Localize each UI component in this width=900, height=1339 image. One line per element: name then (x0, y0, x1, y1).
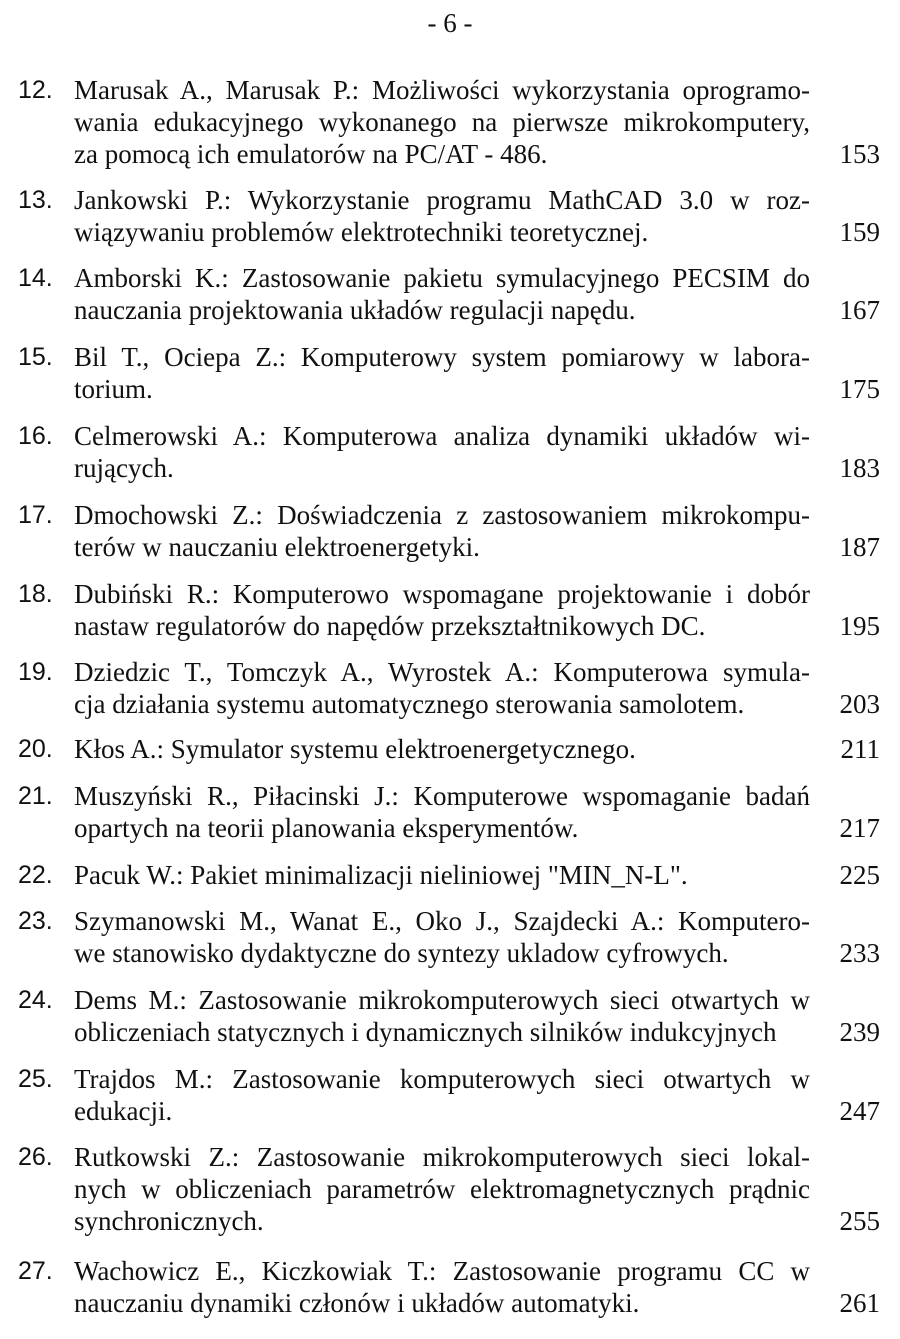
entry-title: Jankowski P.: Wykorzystanie programu Mat… (74, 184, 810, 248)
entry-title: Dmochowski Z.: Doświadczenia z zastosowa… (74, 499, 810, 563)
entry-number: 17. (18, 501, 53, 529)
entry-page: 239 (839, 1017, 881, 1047)
entry-page: 203 (839, 689, 881, 719)
entry-page: 211 (840, 734, 881, 764)
entry-number: 26. (18, 1143, 53, 1171)
entry-title-line: wania edukacyjnego wykonanego na pierwsz… (74, 107, 810, 137)
entry-title: Szymanowski M., Wanat E., Oko J., Szajde… (74, 905, 810, 969)
entry-page: 255 (839, 1206, 881, 1236)
entry-title: Bil T., Ociepa Z.: Komputerowy system po… (74, 341, 810, 405)
entry-page: 153 (839, 139, 881, 169)
entry-title: Kłos A.: Symulator systemu elektroenerge… (74, 733, 810, 765)
entry-title-line: terów w nauczaniu elektroenergetyki. (74, 532, 480, 562)
entry-title-line: synchronicznych. (74, 1206, 264, 1236)
entry-page: 195 (839, 611, 881, 641)
entry-title-line: Kłos A.: Symulator systemu elektroenerge… (74, 734, 636, 764)
entry-title-line: Marusak A., Marusak P.: Możliwości wykor… (74, 75, 810, 105)
entry-title: Pacuk W.: Pakiet minimalizacji nieliniow… (74, 859, 810, 891)
entry-title-line: Rutkowski Z.: Zastosowanie mikrokomputer… (74, 1142, 810, 1172)
entry-title: Trajdos M.: Zastosowanie komputerowych s… (74, 1063, 810, 1127)
entry-title-line: za pomocą ich emulatorów na PC/AT - 486. (74, 139, 548, 169)
entry-title-line: wiązywaniu problemów elektrotechniki teo… (74, 217, 649, 247)
entry-page: 183 (839, 453, 881, 483)
entry-title-line: Szymanowski M., Wanat E., Oko J., Szajde… (74, 906, 810, 936)
entry-title: Muszyński R., Piłacinski J.: Komputerowe… (74, 780, 810, 844)
entry-page: 175 (839, 374, 881, 404)
entry-number: 22. (18, 861, 53, 889)
entry-title-line: Dubiński R.: Komputerowo wspomagane proj… (74, 579, 810, 609)
entry-title-line: nastaw regulatorów do napędów przekształ… (74, 611, 706, 641)
entry-page: 187 (839, 532, 881, 562)
entry-title-line: obliczeniach statycznych i dynamicznych … (74, 1017, 777, 1047)
entry-title-line: Amborski K.: Zastosowanie pakietu symula… (74, 263, 810, 293)
entry-number: 27. (18, 1257, 53, 1285)
entry-title-line: Celmerowski A.: Komputerowa analiza dyna… (74, 421, 810, 451)
entry-page: 225 (839, 860, 881, 890)
entry-title: Dubiński R.: Komputerowo wspomagane proj… (74, 578, 810, 642)
entry-title-line: Dems M.: Zastosowanie mikrokomputerowych… (74, 985, 810, 1015)
entry-number: 18. (18, 580, 53, 608)
entry-page: 247 (839, 1096, 881, 1126)
entry-number: 13. (18, 186, 53, 214)
entry-number: 19. (18, 658, 53, 686)
entry-page: 167 (839, 295, 881, 325)
entry-title-line: Dziedzic T., Tomczyk A., Wyrostek A.: Ko… (74, 657, 810, 687)
entry-title-line: torium. (74, 374, 153, 404)
entry-title-line: rujących. (74, 453, 174, 483)
entry-title-line: Dmochowski Z.: Doświadczenia z zastosowa… (74, 500, 810, 530)
entry-title-line: Jankowski P.: Wykorzystanie programu Mat… (74, 185, 810, 215)
entry-number: 14. (18, 264, 53, 292)
entry-title: Dziedzic T., Tomczyk A., Wyrostek A.: Ko… (74, 656, 810, 720)
entry-title-line: cja działania systemu automatycznego ste… (74, 689, 745, 719)
entry-title-line: edukacji. (74, 1096, 173, 1126)
entry-title: Celmerowski A.: Komputerowa analiza dyna… (74, 420, 810, 484)
entry-number: 20. (18, 735, 53, 763)
entry-title: Amborski K.: Zastosowanie pakietu symula… (74, 262, 810, 326)
entry-title-line: Pacuk W.: Pakiet minimalizacji nieliniow… (74, 860, 688, 890)
entry-page: 233 (839, 938, 881, 968)
entry-title: Wachowicz E., Kiczkowiak T.: Zastosowani… (74, 1255, 810, 1319)
entry-title: Dems M.: Zastosowanie mikrokomputerowych… (74, 984, 810, 1048)
entry-title-line: Wachowicz E., Kiczkowiak T.: Zastosowani… (74, 1256, 810, 1286)
entry-title: Marusak A., Marusak P.: Możliwości wykor… (74, 74, 810, 170)
entry-title-line: we stanowisko dydaktyczne do syntezy ukl… (74, 938, 729, 968)
entry-title-line: Trajdos M.: Zastosowanie komputerowych s… (74, 1064, 810, 1094)
entry-title-line: nauczania projektowania układów regulacj… (74, 295, 636, 325)
entry-number: 24. (18, 986, 53, 1014)
entry-page: 217 (839, 813, 881, 843)
entry-number: 16. (18, 422, 53, 450)
entry-number: 21. (18, 782, 53, 810)
entry-page: 261 (839, 1288, 881, 1318)
page-number: - 6 - (427, 8, 473, 38)
entry-title-line: opartych na teorii planowania eksperymen… (74, 813, 579, 843)
entry-number: 23. (18, 907, 53, 935)
entry-title: Rutkowski Z.: Zastosowanie mikrokomputer… (74, 1141, 810, 1237)
entry-number: 12. (18, 76, 53, 104)
entry-title-line: nych w obliczeniach parametrów elektroma… (74, 1174, 810, 1204)
entry-title-line: Bil T., Ociepa Z.: Komputerowy system po… (74, 342, 810, 372)
entry-number: 25. (18, 1065, 53, 1093)
entry-title-line: Muszyński R., Piłacinski J.: Komputerowe… (74, 781, 810, 811)
entry-number: 15. (18, 343, 53, 371)
entry-page: 159 (839, 217, 881, 247)
entry-title-line: nauczaniu dynamiki członów i układów aut… (74, 1288, 640, 1318)
